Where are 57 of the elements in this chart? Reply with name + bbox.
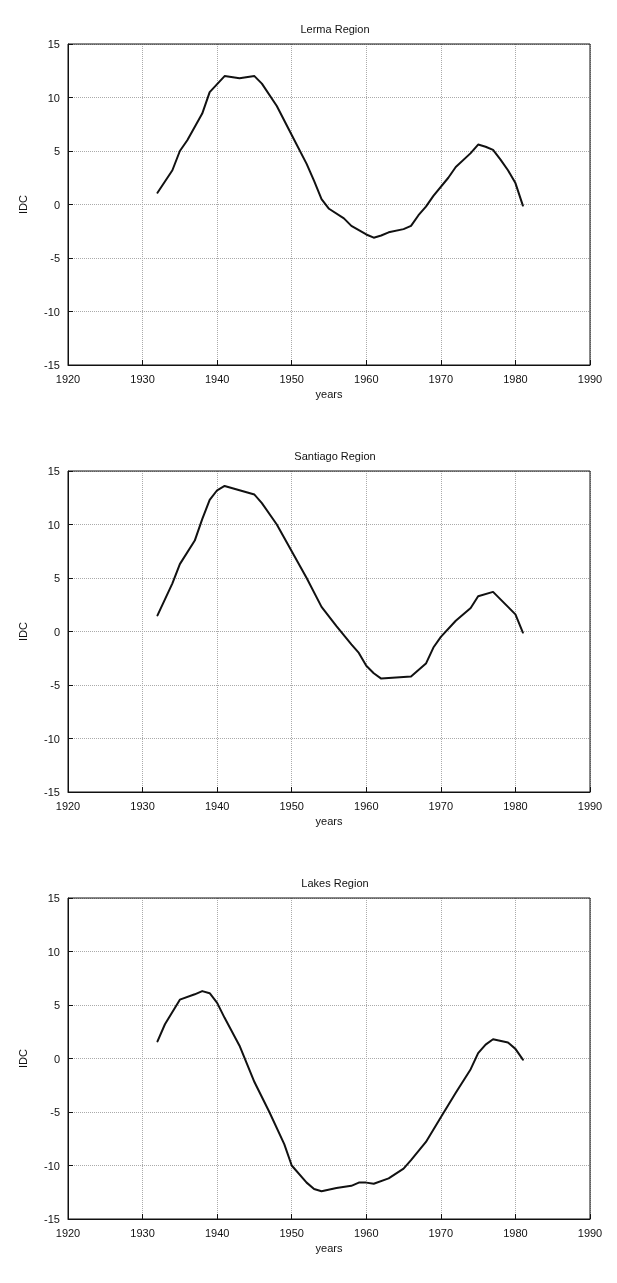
- x-tick-label: 1980: [503, 799, 528, 812]
- line-series: [156, 990, 524, 1193]
- y-tick-label: 15: [47, 38, 60, 50]
- x-tick-label: 1950: [279, 1226, 304, 1239]
- x-axis-title: years: [315, 1242, 343, 1255]
- y-tick-label: 10: [47, 518, 60, 531]
- x-tick-label: 1970: [428, 799, 454, 812]
- y-tick-label: -5: [50, 679, 60, 691]
- y-tick-label: 15: [47, 465, 60, 477]
- x-tick-label: 1930: [130, 372, 155, 385]
- y-tick-label: 5: [53, 999, 60, 1011]
- x-tick-label: 1960: [354, 372, 379, 385]
- y-tick-label: 0: [53, 198, 60, 211]
- y-axis-title: IDC: [16, 621, 29, 641]
- x-tick-label: 1970: [428, 1226, 454, 1239]
- x-tick-label: 1930: [130, 799, 155, 812]
- x-tick-label: 1980: [503, 1226, 528, 1239]
- x-axis-title: years: [315, 388, 343, 401]
- x-tick-label: 1990: [577, 1226, 603, 1239]
- y-tick-label: -5: [50, 1106, 60, 1118]
- x-tick-label: 1950: [279, 372, 304, 385]
- y-tick-label: -10: [44, 732, 60, 745]
- y-tick-label: -15: [44, 786, 60, 798]
- x-tick-label: 1940: [204, 799, 230, 812]
- line-series: [156, 484, 524, 680]
- x-axis-title: years: [315, 815, 343, 828]
- chart-title: Lerma Region: [300, 22, 370, 35]
- y-tick-label: 0: [53, 1052, 60, 1065]
- chart-title: Santiago Region: [294, 449, 376, 462]
- x-tick-label: 1970: [428, 372, 454, 385]
- x-tick-label: 1950: [279, 799, 304, 812]
- x-tick-label: 1960: [354, 1226, 379, 1239]
- y-tick-label: 5: [53, 572, 60, 584]
- y-axis-title: IDC: [16, 194, 29, 214]
- y-tick-label: -10: [44, 1159, 60, 1172]
- y-tick-label: -5: [50, 252, 60, 264]
- y-tick-label: -10: [44, 305, 60, 318]
- x-tick-label: 1990: [577, 372, 603, 385]
- chart-title: Lakes Region: [301, 876, 369, 889]
- y-tick-label: 15: [47, 892, 60, 904]
- y-axis-title: IDC: [16, 1048, 29, 1068]
- x-tick-label: 1980: [503, 372, 528, 385]
- x-tick-label: 1940: [204, 372, 230, 385]
- y-tick-label: 0: [53, 625, 60, 638]
- y-tick-label: 10: [47, 91, 60, 104]
- x-tick-label: 1930: [130, 1226, 155, 1239]
- x-tick-label: 1940: [204, 1226, 230, 1239]
- line-series: [156, 75, 524, 239]
- y-tick-label: 5: [53, 145, 60, 157]
- x-tick-label: 1920: [55, 799, 81, 812]
- y-tick-label: -15: [44, 1213, 60, 1225]
- x-tick-label: 1990: [577, 799, 603, 812]
- y-tick-label: 10: [47, 945, 60, 958]
- x-tick-label: 1920: [55, 1226, 81, 1239]
- x-tick-label: 1920: [55, 372, 81, 385]
- y-tick-label: -15: [44, 359, 60, 371]
- x-tick-label: 1960: [354, 799, 379, 812]
